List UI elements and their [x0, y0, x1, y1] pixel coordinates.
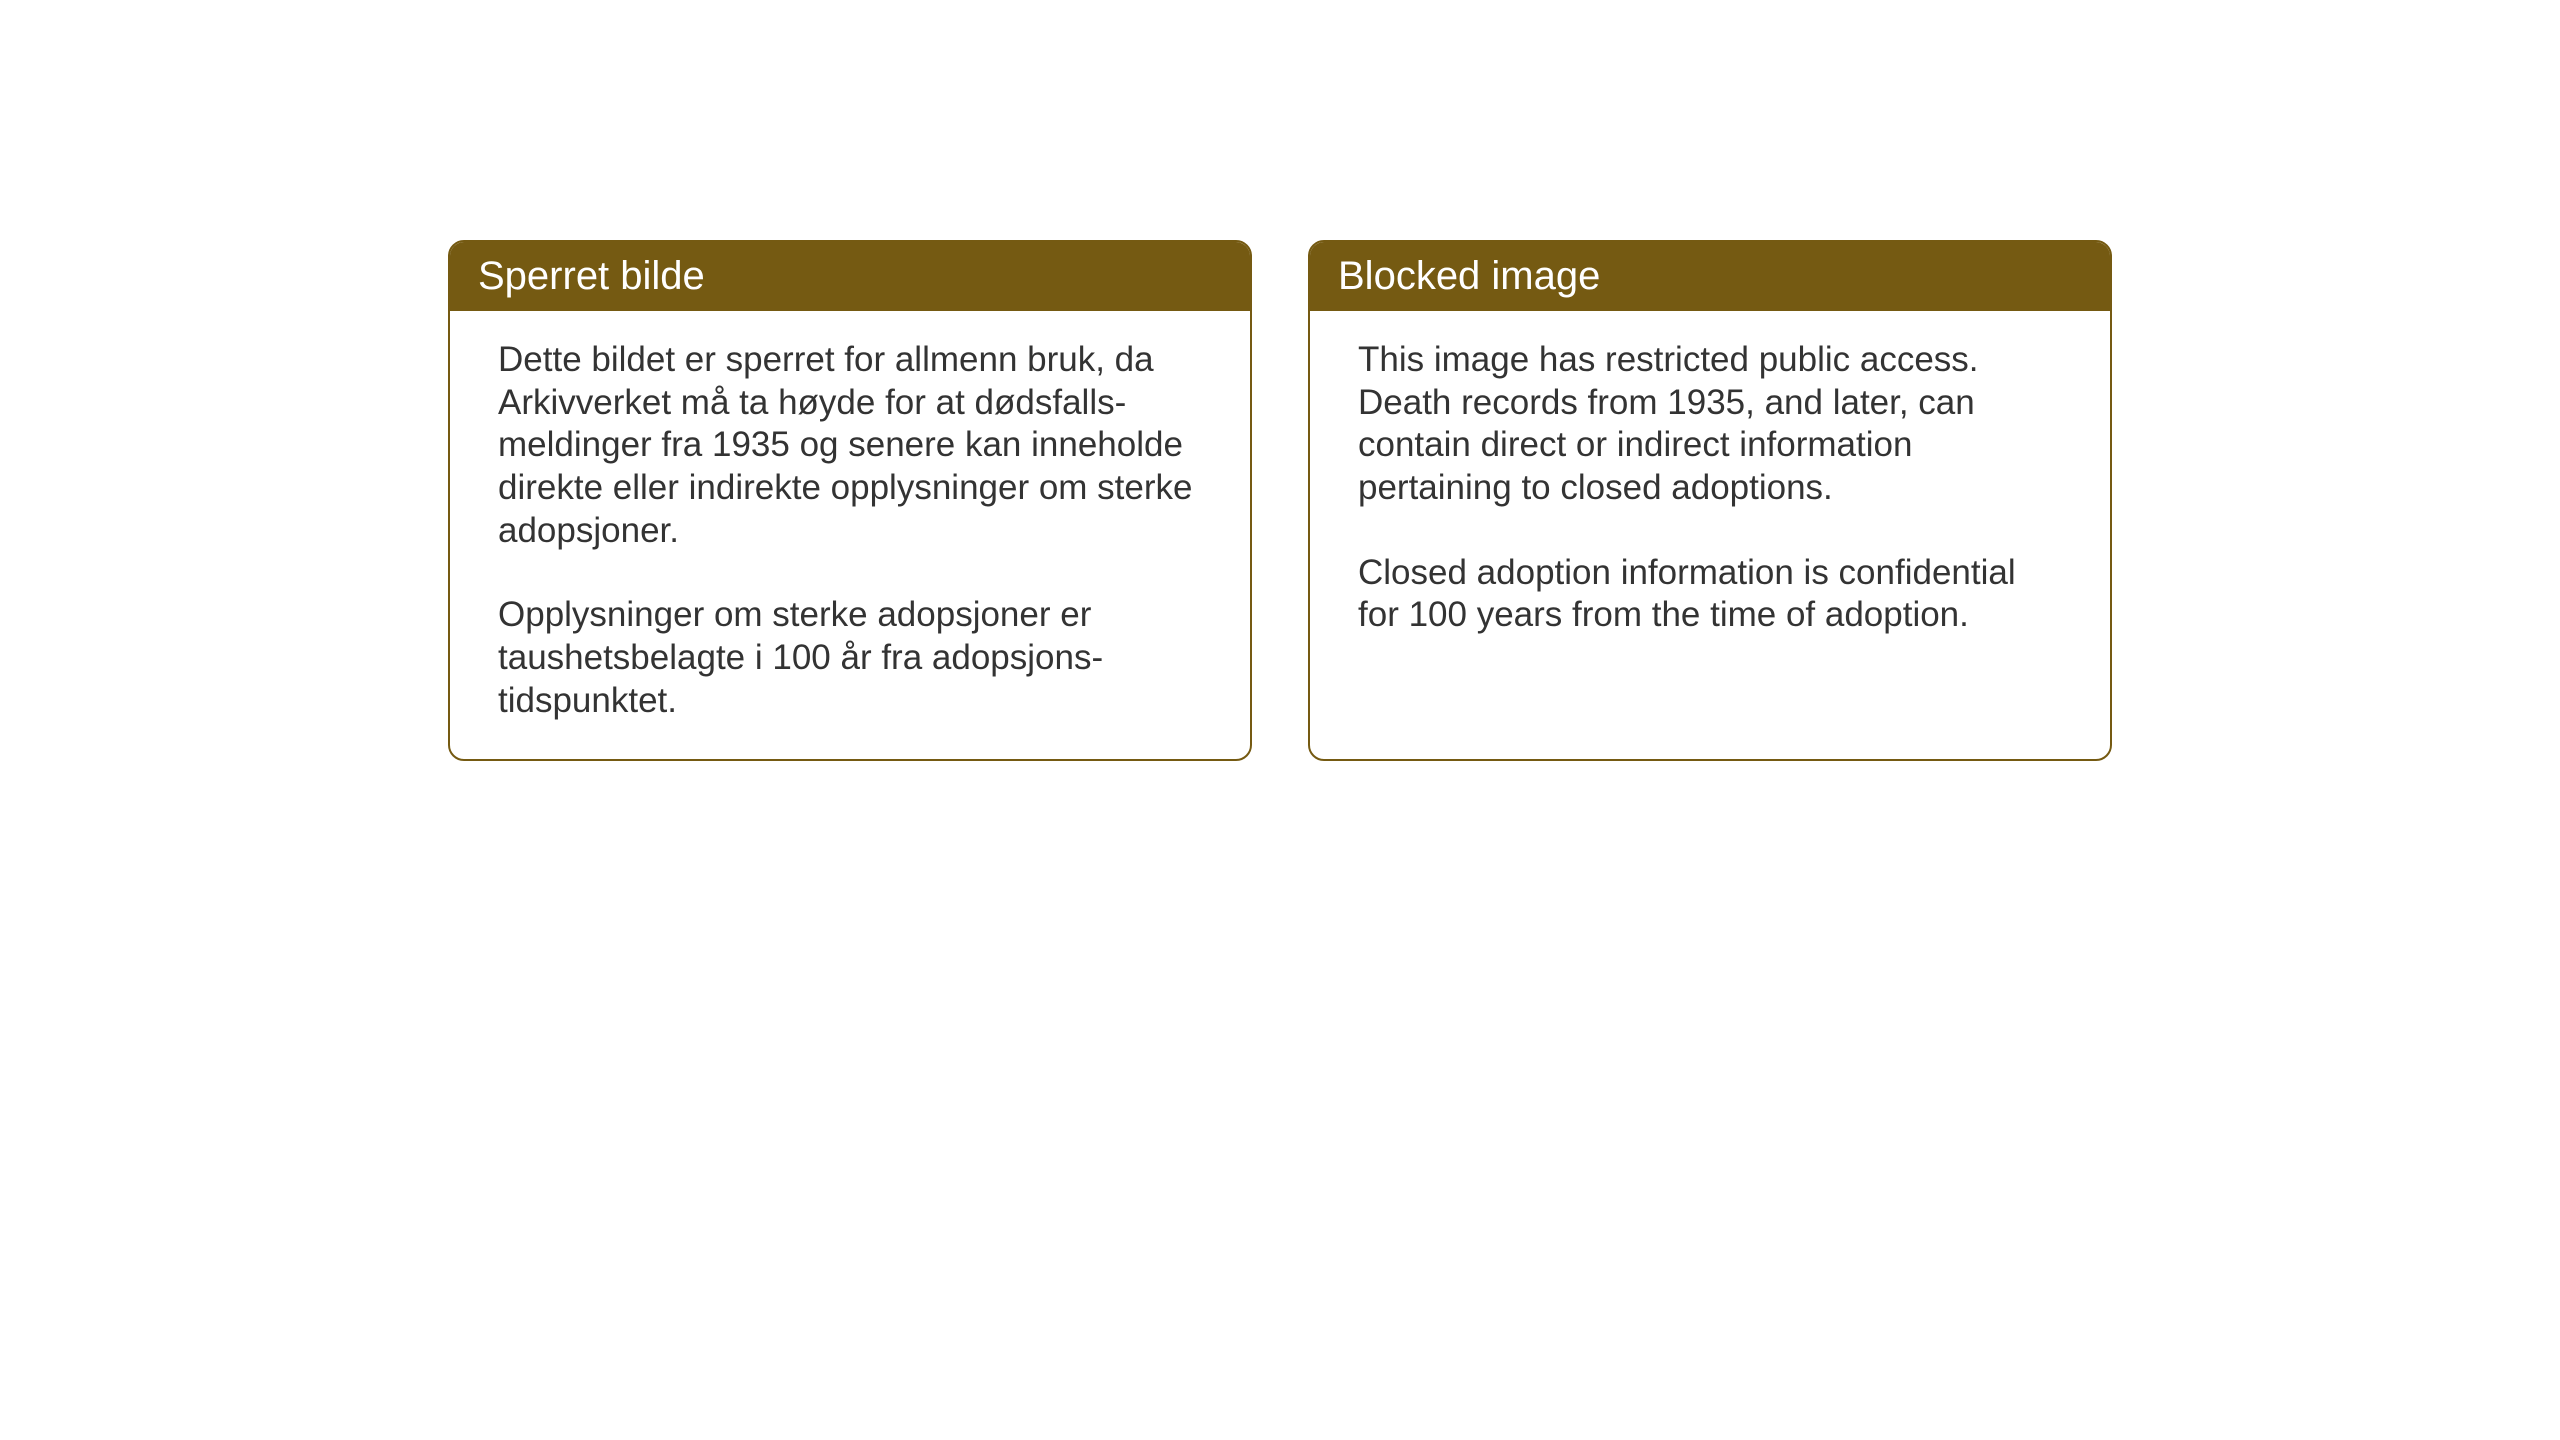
english-paragraph-1: This image has restricted public access.… [1358, 339, 2062, 510]
norwegian-paragraph-1: Dette bildet er sperret for allmenn bruk… [498, 339, 1202, 552]
norwegian-card-body: Dette bildet er sperret for allmenn bruk… [450, 311, 1250, 759]
norwegian-card-title: Sperret bilde [450, 242, 1250, 311]
english-card-body: This image has restricted public access.… [1310, 311, 2110, 673]
notice-container: Sperret bilde Dette bildet er sperret fo… [0, 0, 2560, 761]
english-paragraph-2: Closed adoption information is confident… [1358, 552, 2062, 637]
norwegian-paragraph-2: Opplysninger om sterke adopsjoner er tau… [498, 594, 1202, 722]
english-notice-card: Blocked image This image has restricted … [1308, 240, 2112, 761]
english-card-title: Blocked image [1310, 242, 2110, 311]
norwegian-notice-card: Sperret bilde Dette bildet er sperret fo… [448, 240, 1252, 761]
